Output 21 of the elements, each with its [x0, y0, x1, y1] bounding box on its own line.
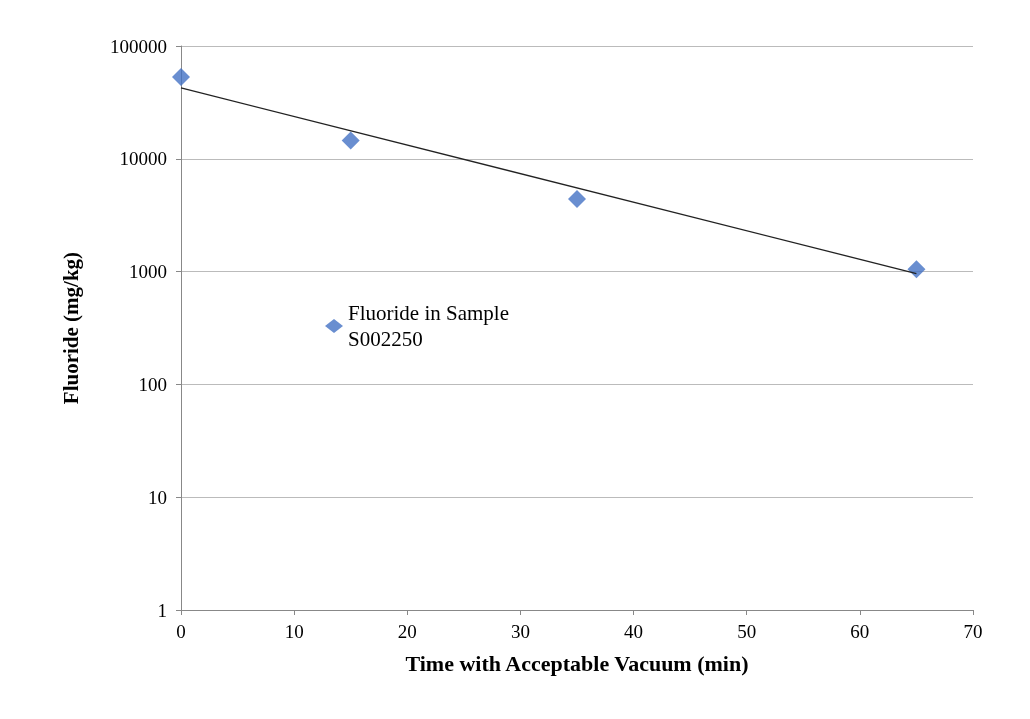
y-tick-label: 10 — [148, 486, 167, 508]
x-axis-title: Time with Acceptable Vacuum (min) — [405, 650, 749, 676]
x-tick-label: 20 — [397, 621, 417, 642]
y-tick-label: 100 — [138, 373, 167, 395]
x-tick-label: 50 — [737, 621, 757, 642]
point — [568, 190, 586, 209]
x-tick-label: 60 — [850, 621, 870, 642]
point — [907, 260, 926, 279]
x-tick-label: 40 — [624, 621, 644, 642]
x-tick-label: 0 — [176, 621, 186, 642]
point — [172, 68, 190, 87]
y-tick-label: 1 — [157, 599, 167, 621]
legend-label: Fluoride in Sample S002250 — [348, 301, 515, 351]
y-axis-title: Fluoride (mg/kg) — [58, 251, 83, 405]
y-tick-label: 10000 — [119, 148, 167, 170]
y-tick-label: 1000 — [129, 261, 167, 283]
x-tick-label: 70 — [963, 621, 983, 642]
point — [341, 131, 360, 150]
x-tick-label: 10 — [284, 621, 304, 642]
y-tick-label: 100000 — [110, 35, 167, 57]
x-tick-label: 30 — [510, 621, 530, 642]
